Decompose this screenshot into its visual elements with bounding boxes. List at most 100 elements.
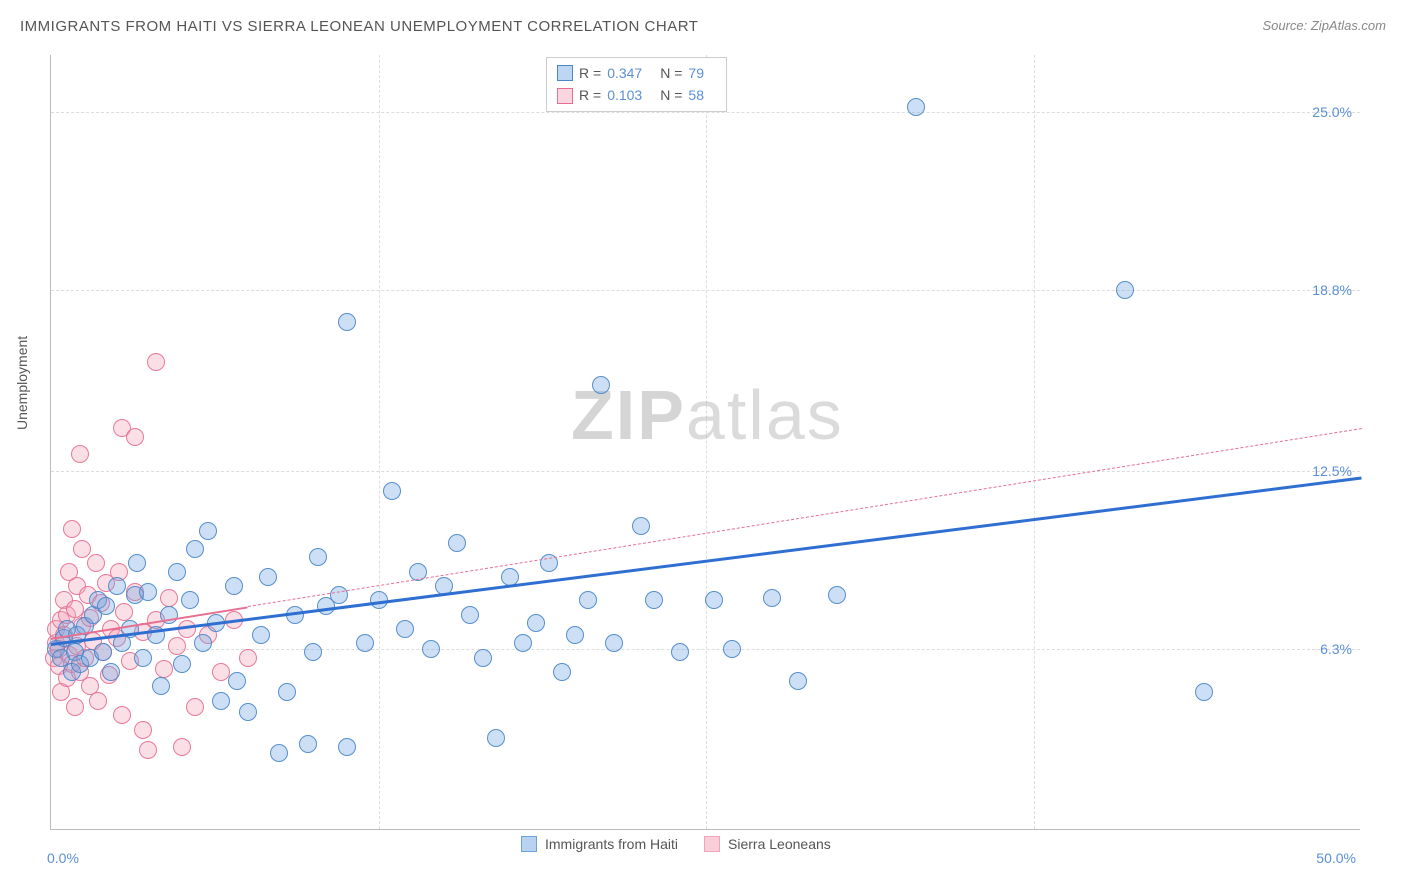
- legend-row: R = 0.103 N = 58: [557, 84, 716, 106]
- data-point: [160, 589, 178, 607]
- n-label: N =: [660, 62, 682, 84]
- source-attribution: Source: ZipAtlas.com: [1262, 18, 1386, 33]
- data-point: [448, 534, 466, 552]
- data-point: [181, 591, 199, 609]
- gridline-vertical: [1034, 55, 1035, 829]
- data-point: [113, 706, 131, 724]
- data-point: [152, 677, 170, 695]
- data-point: [566, 626, 584, 644]
- legend-swatch: [557, 88, 573, 104]
- data-point: [527, 614, 545, 632]
- data-point: [239, 703, 257, 721]
- n-value: 79: [688, 62, 704, 84]
- data-point: [356, 634, 374, 652]
- data-point: [225, 577, 243, 595]
- data-point: [108, 577, 126, 595]
- data-point: [763, 589, 781, 607]
- n-value: 58: [688, 84, 704, 106]
- gridline-vertical: [706, 55, 707, 829]
- source-prefix: Source:: [1262, 18, 1310, 33]
- data-point: [309, 548, 327, 566]
- data-point: [199, 522, 217, 540]
- data-point: [338, 313, 356, 331]
- data-point: [63, 520, 81, 538]
- gridline-vertical: [379, 55, 380, 829]
- data-point: [723, 640, 741, 658]
- data-point: [338, 738, 356, 756]
- y-tick-label: 12.5%: [1312, 463, 1352, 479]
- data-point: [73, 540, 91, 558]
- legend-label: Sierra Leoneans: [728, 836, 831, 852]
- data-point: [383, 482, 401, 500]
- data-point: [71, 445, 89, 463]
- legend-swatch: [704, 836, 720, 852]
- data-point: [396, 620, 414, 638]
- data-point: [645, 591, 663, 609]
- trend-line: [247, 428, 1361, 607]
- legend-swatch: [521, 836, 537, 852]
- r-value: 0.347: [607, 62, 642, 84]
- n-label: N =: [660, 84, 682, 106]
- data-point: [168, 637, 186, 655]
- data-point: [487, 729, 505, 747]
- data-point: [304, 643, 322, 661]
- data-point: [553, 663, 571, 681]
- x-tick-label: 0.0%: [47, 850, 79, 866]
- r-label: R =: [579, 62, 601, 84]
- data-point: [278, 683, 296, 701]
- data-point: [186, 698, 204, 716]
- y-axis-label: Unemployment: [14, 336, 30, 430]
- r-value: 0.103: [607, 84, 642, 106]
- data-point: [632, 517, 650, 535]
- data-point: [252, 626, 270, 644]
- data-point: [789, 672, 807, 690]
- r-label: R =: [579, 84, 601, 106]
- data-point: [514, 634, 532, 652]
- data-point: [186, 540, 204, 558]
- correlation-legend: R = 0.347 N = 79 R = 0.103 N = 58: [546, 57, 727, 112]
- data-point: [228, 672, 246, 690]
- data-point: [115, 603, 133, 621]
- data-point: [592, 376, 610, 394]
- source-link[interactable]: ZipAtlas.com: [1311, 18, 1386, 33]
- data-point: [330, 586, 348, 604]
- data-point: [155, 660, 173, 678]
- data-point: [461, 606, 479, 624]
- data-point: [259, 568, 277, 586]
- data-point: [97, 597, 115, 615]
- data-point: [126, 428, 144, 446]
- watermark: ZIPatlas: [571, 375, 844, 455]
- data-point: [907, 98, 925, 116]
- data-point: [94, 643, 112, 661]
- data-point: [139, 741, 157, 759]
- data-point: [173, 655, 191, 673]
- data-point: [139, 583, 157, 601]
- data-point: [1195, 683, 1213, 701]
- data-point: [239, 649, 257, 667]
- data-point: [579, 591, 597, 609]
- data-point: [173, 738, 191, 756]
- chart-title: IMMIGRANTS FROM HAITI VS SIERRA LEONEAN …: [20, 18, 698, 35]
- y-tick-label: 25.0%: [1312, 104, 1352, 120]
- data-point: [422, 640, 440, 658]
- data-point: [671, 643, 689, 661]
- legend-label: Immigrants from Haiti: [545, 836, 678, 852]
- data-point: [299, 735, 317, 753]
- y-tick-label: 18.8%: [1312, 282, 1352, 298]
- data-point: [168, 563, 186, 581]
- data-point: [147, 353, 165, 371]
- data-point: [474, 649, 492, 667]
- data-point: [102, 663, 120, 681]
- data-point: [605, 634, 623, 652]
- data-point: [134, 721, 152, 739]
- data-point: [194, 634, 212, 652]
- legend-swatch: [557, 65, 573, 81]
- data-point: [128, 554, 146, 572]
- series-legend: Immigrants from Haiti Sierra Leoneans: [521, 836, 849, 852]
- data-point: [89, 692, 107, 710]
- y-tick-label: 6.3%: [1320, 641, 1352, 657]
- data-point: [134, 649, 152, 667]
- data-point: [705, 591, 723, 609]
- x-tick-label: 50.0%: [1316, 850, 1356, 866]
- data-point: [87, 554, 105, 572]
